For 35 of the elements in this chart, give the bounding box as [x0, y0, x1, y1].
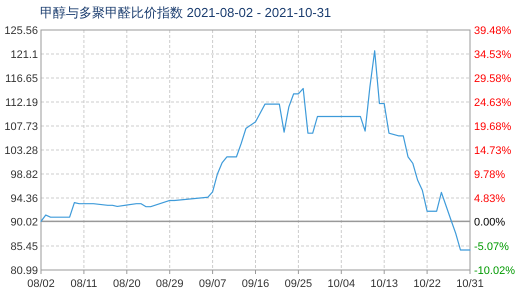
- y-tick-label: 107.73: [4, 121, 38, 134]
- y-tick-label: 103.28: [4, 144, 38, 157]
- y2-tick-label: -5.07%: [474, 241, 510, 253]
- x-tick-label: 10/22: [413, 278, 441, 290]
- y2-tick-label: 9.78%: [474, 169, 506, 181]
- y-tick-label: 85.45: [10, 240, 38, 253]
- x-tick-label: 10/04: [328, 278, 356, 290]
- y-tick-label: 116.65: [5, 72, 38, 85]
- y2-tick-label: 29.58%: [474, 73, 512, 85]
- x-tick-label: 10/13: [370, 278, 398, 290]
- x-tick-label: 08/02: [27, 278, 55, 290]
- y-tick-label: 98.82: [10, 168, 38, 181]
- y2-tick-label: 24.63%: [474, 97, 512, 109]
- line-series: [40, 50, 471, 251]
- y2-tick-label: 34.53%: [474, 49, 512, 61]
- y2-tick-label: 19.68%: [474, 121, 512, 133]
- y-tick-label: 80.99: [10, 265, 38, 277]
- y2-tick-label: 39.48%: [474, 25, 512, 37]
- y-tick-label: 94.36: [10, 193, 38, 206]
- y2-tick-label: 4.83%: [474, 193, 506, 205]
- x-tick-label: 08/11: [70, 278, 98, 290]
- x-tick-label: 09/25: [284, 278, 312, 290]
- x-tick-label: 09/16: [242, 278, 270, 290]
- x-tick-label: 09/07: [198, 278, 226, 290]
- y-tick-label: 112.19: [5, 96, 38, 109]
- x-tick-label: 08/20: [113, 278, 141, 290]
- x-tick-label: 10/31: [456, 278, 484, 290]
- y-tick-label: 90.02: [10, 216, 38, 228]
- y-tick-label: 121.1: [10, 49, 38, 62]
- y2-tick-label: -10.02%: [474, 265, 516, 277]
- x-tick-label: 08/29: [156, 278, 184, 290]
- y2-tick-label: 0.00%: [474, 216, 506, 228]
- y-tick-label: 125.56: [4, 25, 38, 37]
- y2-tick-label: 14.73%: [474, 145, 512, 157]
- chart-title: 甲醇与多聚甲醛比价指数 2021-08-02 - 2021-10-31: [40, 5, 332, 20]
